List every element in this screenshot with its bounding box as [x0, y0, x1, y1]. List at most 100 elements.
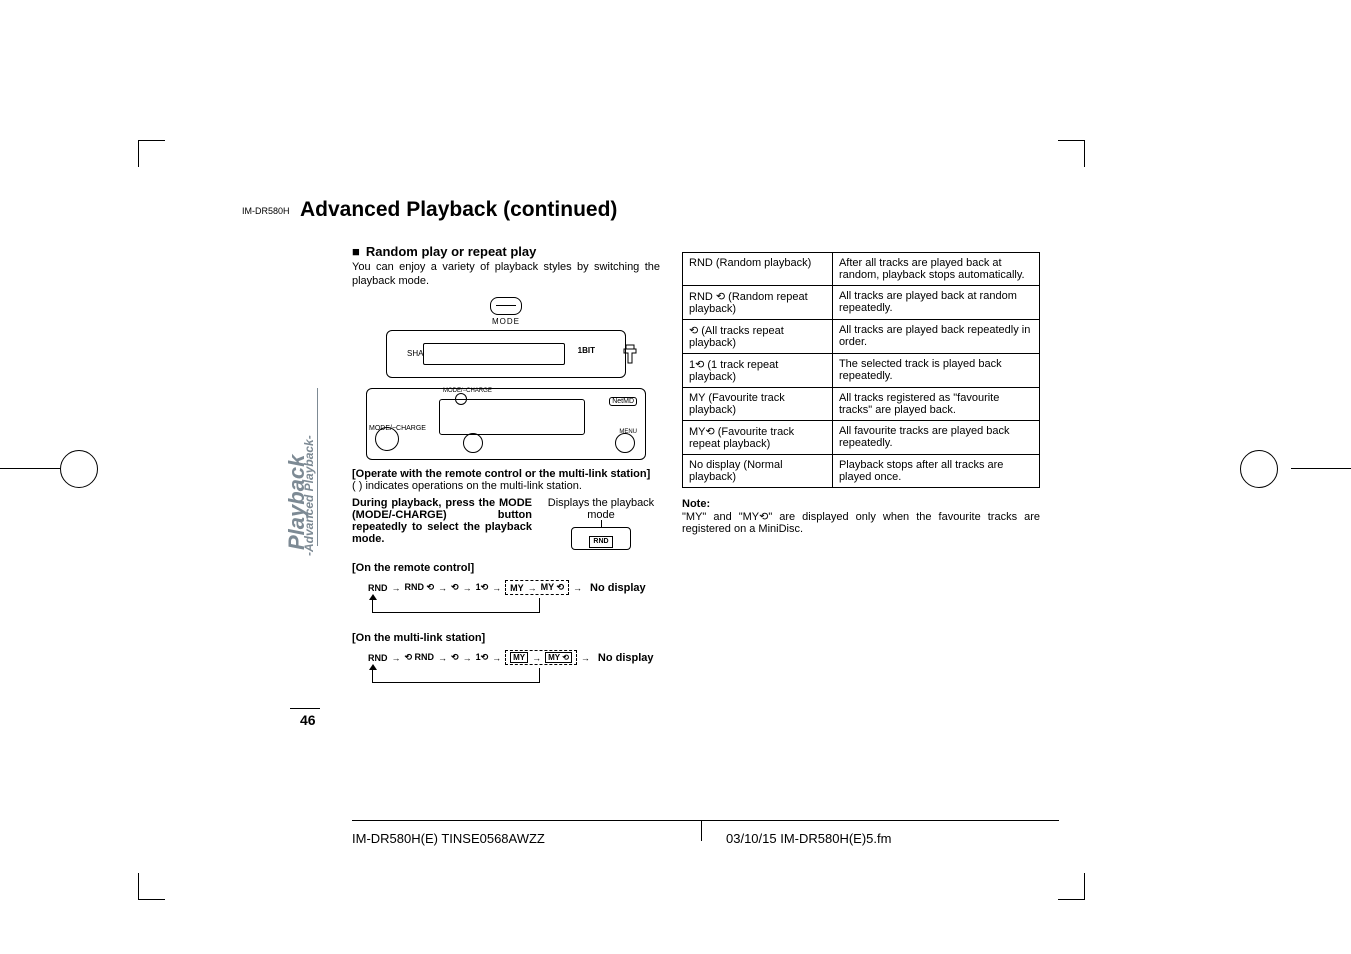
seq2-end: No display: [598, 652, 654, 664]
table-row: MY⟲ (Favourite track repeat playback) Al…: [683, 421, 1040, 455]
section-heading: ■ Random play or repeat play: [352, 244, 660, 259]
station-netmd-badge: NetMD: [609, 397, 637, 406]
remote-screen: [423, 343, 565, 365]
note-heading: Note:: [682, 498, 1040, 510]
page-title: Advanced Playback (continued): [300, 198, 617, 222]
footer-right: 03/10/15 IM-DR580H(E)5.fm: [718, 831, 1059, 846]
step-row: During playback, press the MODE (MODE/-C…: [352, 497, 660, 550]
rnd-display-badge: RND: [571, 527, 631, 550]
sequence2-row: RND → ⟲ RND → ⟲ → 1⟲ → MY → MY ⟲ → No di…: [352, 650, 660, 690]
side-tab-divider: [317, 388, 318, 546]
right-column: RND (Random playback) After all tracks a…: [682, 252, 1040, 535]
page-number-rule: [290, 708, 320, 709]
seq2-dashed-group: MY → MY ⟲: [505, 650, 577, 665]
arrow-icon: →: [573, 583, 582, 593]
seq2-item: ⟲: [451, 652, 459, 663]
seq2-item-boxed: MY: [510, 652, 528, 663]
operate-label: [Operate with the remote control or the …: [352, 468, 660, 480]
arrow-icon: →: [438, 583, 447, 593]
seq2-return-line: [372, 668, 540, 683]
desc-cell: After all tracks are played back at rand…: [832, 253, 1039, 286]
mode-button-icon: [490, 297, 522, 315]
crop-mark-tl: [138, 140, 165, 167]
punch-hole-left: [60, 450, 98, 488]
table-row: MY (Favourite track playback) All tracks…: [683, 388, 1040, 421]
station-illustration: MODE/−CHARGE NetMD MODE/−CHARGE MENU: [366, 388, 646, 460]
seq1-dashed-group: MY → MY ⟲: [505, 580, 569, 595]
desc-cell: All tracks registered as "favourite trac…: [832, 388, 1039, 421]
desc-cell: Playback stops after all tracks are play…: [832, 455, 1039, 488]
page-root: IM-DR580H Advanced Playback (continued) …: [0, 0, 1351, 954]
mode-cell: ⟲ (All tracks repeat playback): [683, 320, 833, 354]
step-result-line1: Displays the playback: [542, 497, 660, 509]
station-right-knob-icon: [615, 433, 635, 453]
side-tab: Playback -Advanced Playback-: [284, 380, 310, 550]
left-column: ■ Random play or repeat play You can enjo…: [352, 244, 660, 690]
arrow-icon: →: [392, 583, 401, 593]
seq1-item: MY: [510, 583, 524, 593]
crop-mark-br: [1058, 873, 1085, 900]
crop-mark-bl: [138, 873, 165, 900]
headphone-jack-icon: [621, 343, 639, 365]
note-body: "MY" and "MY⟲" are displayed only when t…: [682, 510, 1040, 535]
footer: IM-DR580H(E) TINSE0568AWZZ 03/10/15 IM-D…: [352, 820, 1059, 846]
arrow-icon: →: [463, 653, 472, 663]
modes-table: RND (Random playback) After all tracks a…: [682, 252, 1040, 488]
sequence2-label: [On the multi-link station]: [352, 632, 660, 644]
page-number: 46: [300, 712, 316, 728]
sequence1-row: RND → RND ⟲ → ⟲ → 1⟲ → MY → MY ⟲ → No di…: [352, 580, 660, 620]
seq1-item: ⟲: [451, 582, 459, 593]
table-row: RND (Random playback) After all tracks a…: [683, 253, 1040, 286]
seq2-item: ⟲ RND: [405, 652, 435, 663]
station-center-button-icon: [463, 433, 483, 453]
station-top-label: MODE/−CHARGE: [443, 388, 492, 394]
bullet-square-icon: ■: [352, 244, 360, 259]
side-tab-sub: -Advanced Playback-: [302, 435, 316, 556]
station-left-knob-icon: [375, 427, 399, 451]
arrow-icon: →: [528, 583, 537, 593]
seq1-item: RND: [368, 583, 388, 593]
seq1-item: RND ⟲: [405, 582, 435, 593]
section-heading-text: Random play or repeat play: [366, 244, 537, 259]
arrow-icon: →: [581, 653, 590, 663]
table-row: ⟲ (All tracks repeat playback) All track…: [683, 320, 1040, 354]
paren-note: ( ) indicates operations on the multi-li…: [352, 480, 660, 494]
remote-1bit-label: 1BIT: [578, 346, 595, 355]
intro-text: You can enjoy a variety of playback styl…: [352, 261, 660, 289]
arrow-icon: →: [392, 653, 401, 663]
seq2-item-boxed: MY ⟲: [545, 652, 572, 663]
mode-cell: No display (Normal playback): [683, 455, 833, 488]
footer-divider: [701, 821, 702, 841]
desc-cell: All favourite tracks are played back rep…: [832, 421, 1039, 455]
crop-mark-tr: [1058, 140, 1085, 167]
remote-body: SHARP 1BIT: [386, 330, 626, 378]
arrow-icon: →: [438, 653, 447, 663]
rnd-badge-text: RND: [589, 536, 612, 548]
mode-cell: RND (Random playback): [683, 253, 833, 286]
desc-cell: The selected track is played back repeat…: [832, 354, 1039, 388]
mode-cell: RND ⟲ (Random repeat playback): [683, 286, 833, 320]
step-result: Displays the playback mode RND: [542, 497, 660, 550]
footer-left: IM-DR580H(E) TINSE0568AWZZ: [352, 831, 685, 846]
desc-cell: All tracks are played back at random rep…: [832, 286, 1039, 320]
table-row: RND ⟲ (Random repeat playback) All track…: [683, 286, 1040, 320]
arrow-icon: →: [532, 653, 541, 663]
seq2-item: RND: [368, 653, 388, 663]
seq2-item: 1⟲: [476, 652, 489, 663]
seq1-item: 1⟲: [476, 582, 489, 593]
mode-cell: MY⟲ (Favourite track repeat playback): [683, 421, 833, 455]
punch-hole-far-right: [1240, 450, 1278, 488]
table-row: No display (Normal playback) Playback st…: [683, 455, 1040, 488]
station-display-panel: [439, 399, 585, 435]
model-code: IM-DR580H: [242, 206, 290, 216]
table-row: 1⟲ (1 track repeat playback) The selecte…: [683, 354, 1040, 388]
arrowhead-icon: [369, 664, 377, 670]
station-menu-label: MENU: [619, 429, 637, 435]
arrow-icon: →: [492, 583, 501, 593]
mode-cell: MY (Favourite track playback): [683, 388, 833, 421]
sequence1-label: [On the remote control]: [352, 562, 660, 574]
arrowhead-icon: [369, 594, 377, 600]
remote-illustration: MODE SHARP 1BIT: [376, 297, 636, 378]
desc-cell: All tracks are played back repeatedly in…: [832, 320, 1039, 354]
seq1-item: MY ⟲: [541, 582, 564, 593]
